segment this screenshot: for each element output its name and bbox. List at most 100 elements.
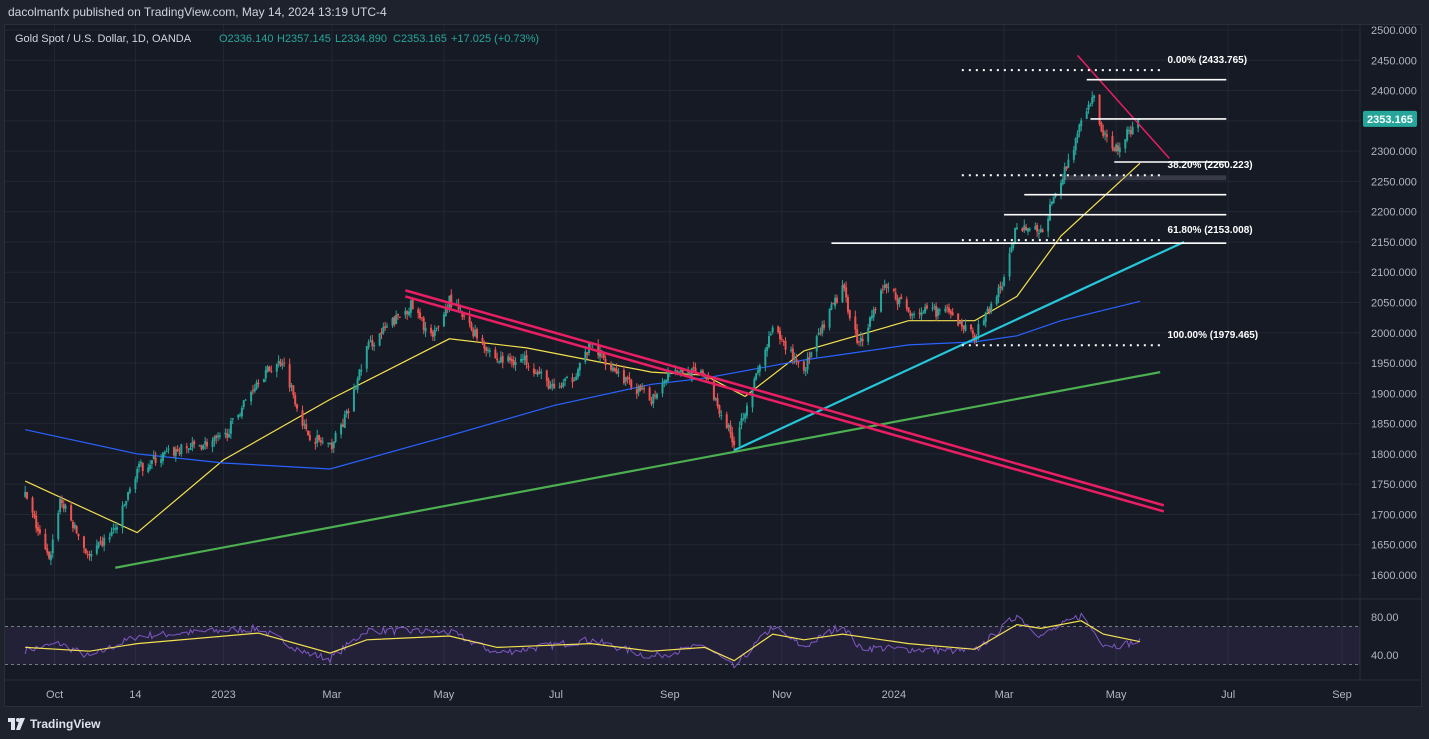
- candle-up: [150, 460, 153, 464]
- candle-up: [127, 492, 130, 500]
- candle-up: [1091, 97, 1094, 104]
- y-tick-label: 2500.000: [1371, 25, 1417, 37]
- candle-down: [947, 307, 950, 312]
- candle-up: [520, 358, 523, 362]
- candle-up: [964, 324, 967, 331]
- candle-down: [1105, 134, 1108, 137]
- tradingview-brand[interactable]: TradingView: [8, 717, 100, 731]
- candle-up: [806, 357, 809, 370]
- candle-down: [46, 548, 49, 553]
- candle-down: [874, 308, 877, 311]
- candle-up: [1093, 95, 1096, 99]
- candle-down: [843, 284, 846, 289]
- candle-up: [573, 380, 576, 382]
- rsi-band: [5, 626, 1360, 665]
- candle-down: [485, 347, 488, 351]
- candle-up: [229, 421, 232, 434]
- candle-down: [725, 414, 728, 429]
- candle-up: [123, 504, 126, 506]
- y-tick-label: 2100.000: [1371, 267, 1417, 279]
- candle-down: [779, 330, 782, 340]
- legend: Gold Spot / U.S. Dollar, 1D, OANDA O2336…: [15, 33, 539, 45]
- candle-down: [560, 385, 563, 388]
- candle-up: [872, 309, 875, 318]
- candle-up: [507, 356, 510, 362]
- candle-down: [854, 316, 857, 330]
- candle-up: [488, 350, 491, 352]
- candle-up: [744, 413, 747, 419]
- candle-up: [1060, 182, 1063, 195]
- candle-down: [84, 548, 87, 554]
- candle-down: [319, 440, 322, 443]
- candle-down: [226, 433, 229, 438]
- candle-down: [846, 297, 849, 312]
- candle-up: [720, 415, 723, 417]
- candle-down: [971, 330, 974, 335]
- x-tick-label: 2024: [882, 689, 906, 701]
- candle-up: [665, 379, 668, 383]
- candle-down: [630, 379, 633, 388]
- price-tag: 2353.165: [1363, 110, 1417, 127]
- candle-down: [718, 405, 721, 414]
- candle-down: [534, 373, 537, 375]
- candle-down: [892, 288, 895, 291]
- y-tick-label: 1700.000: [1371, 509, 1417, 521]
- candle-down: [681, 369, 684, 374]
- candle-up: [977, 324, 980, 335]
- candle-up: [898, 298, 901, 304]
- candle-up: [152, 456, 155, 460]
- candle-down: [341, 424, 344, 427]
- y-tick-label: 1900.000: [1371, 388, 1417, 400]
- candle-down: [894, 292, 897, 300]
- candle-down: [615, 369, 618, 374]
- candle-up: [1008, 253, 1011, 277]
- candle-up: [1023, 225, 1026, 231]
- y-tick-label: 1950.000: [1371, 358, 1417, 370]
- candle-up: [1001, 287, 1004, 290]
- candle-down: [420, 317, 423, 319]
- candle-up: [217, 435, 220, 438]
- candle-down: [301, 410, 304, 426]
- candle-down: [371, 339, 374, 347]
- candle-up: [564, 378, 567, 381]
- y-tick-label: 2050.000: [1371, 298, 1417, 310]
- legend-high: H2357.145: [277, 33, 331, 45]
- candle-up: [161, 452, 164, 461]
- candle-down: [31, 497, 34, 513]
- candle-up: [869, 317, 872, 327]
- candle-up: [911, 314, 914, 316]
- candle-down: [512, 360, 515, 365]
- candle-up: [90, 553, 93, 557]
- candle-down: [62, 503, 65, 509]
- candle-down: [283, 362, 286, 364]
- chart-panel[interactable]: 0.00% (2433.765) 38.20% (2260.223) 61.80% …: [4, 24, 1422, 707]
- candle-up: [1078, 124, 1081, 133]
- candle-down: [330, 442, 333, 450]
- candle-up: [936, 309, 939, 316]
- candle-up: [577, 369, 579, 377]
- x-tick-label: Jul: [549, 689, 563, 701]
- candle-up: [703, 377, 706, 379]
- rsi-tick-label: 80.00: [1371, 612, 1399, 624]
- legend-symbol: Gold Spot / U.S. Dollar, 1D, OANDA: [15, 33, 192, 45]
- candle-up: [316, 435, 319, 443]
- candle-up: [253, 388, 256, 392]
- candle-up: [674, 369, 677, 371]
- candle-up: [758, 365, 761, 372]
- price-chart[interactable]: 0.00% (2433.765) 38.20% (2260.223) 61.80% …: [5, 25, 1421, 706]
- candle-down: [472, 329, 475, 337]
- candle-up: [202, 445, 205, 449]
- candle-up: [1085, 111, 1088, 119]
- candle-up: [1076, 133, 1079, 138]
- candle-up: [810, 352, 813, 358]
- candle-down: [525, 355, 528, 365]
- y-tick-label: 2150.000: [1371, 237, 1417, 249]
- fib-level-label: 38.20% (2260.223): [1168, 160, 1253, 171]
- candle-up: [1037, 232, 1040, 234]
- candle-down: [571, 377, 574, 383]
- candle-up: [97, 542, 100, 548]
- candle-down: [494, 349, 497, 359]
- candle-up: [116, 527, 119, 530]
- candle-up: [913, 314, 916, 316]
- candle-up: [409, 300, 412, 313]
